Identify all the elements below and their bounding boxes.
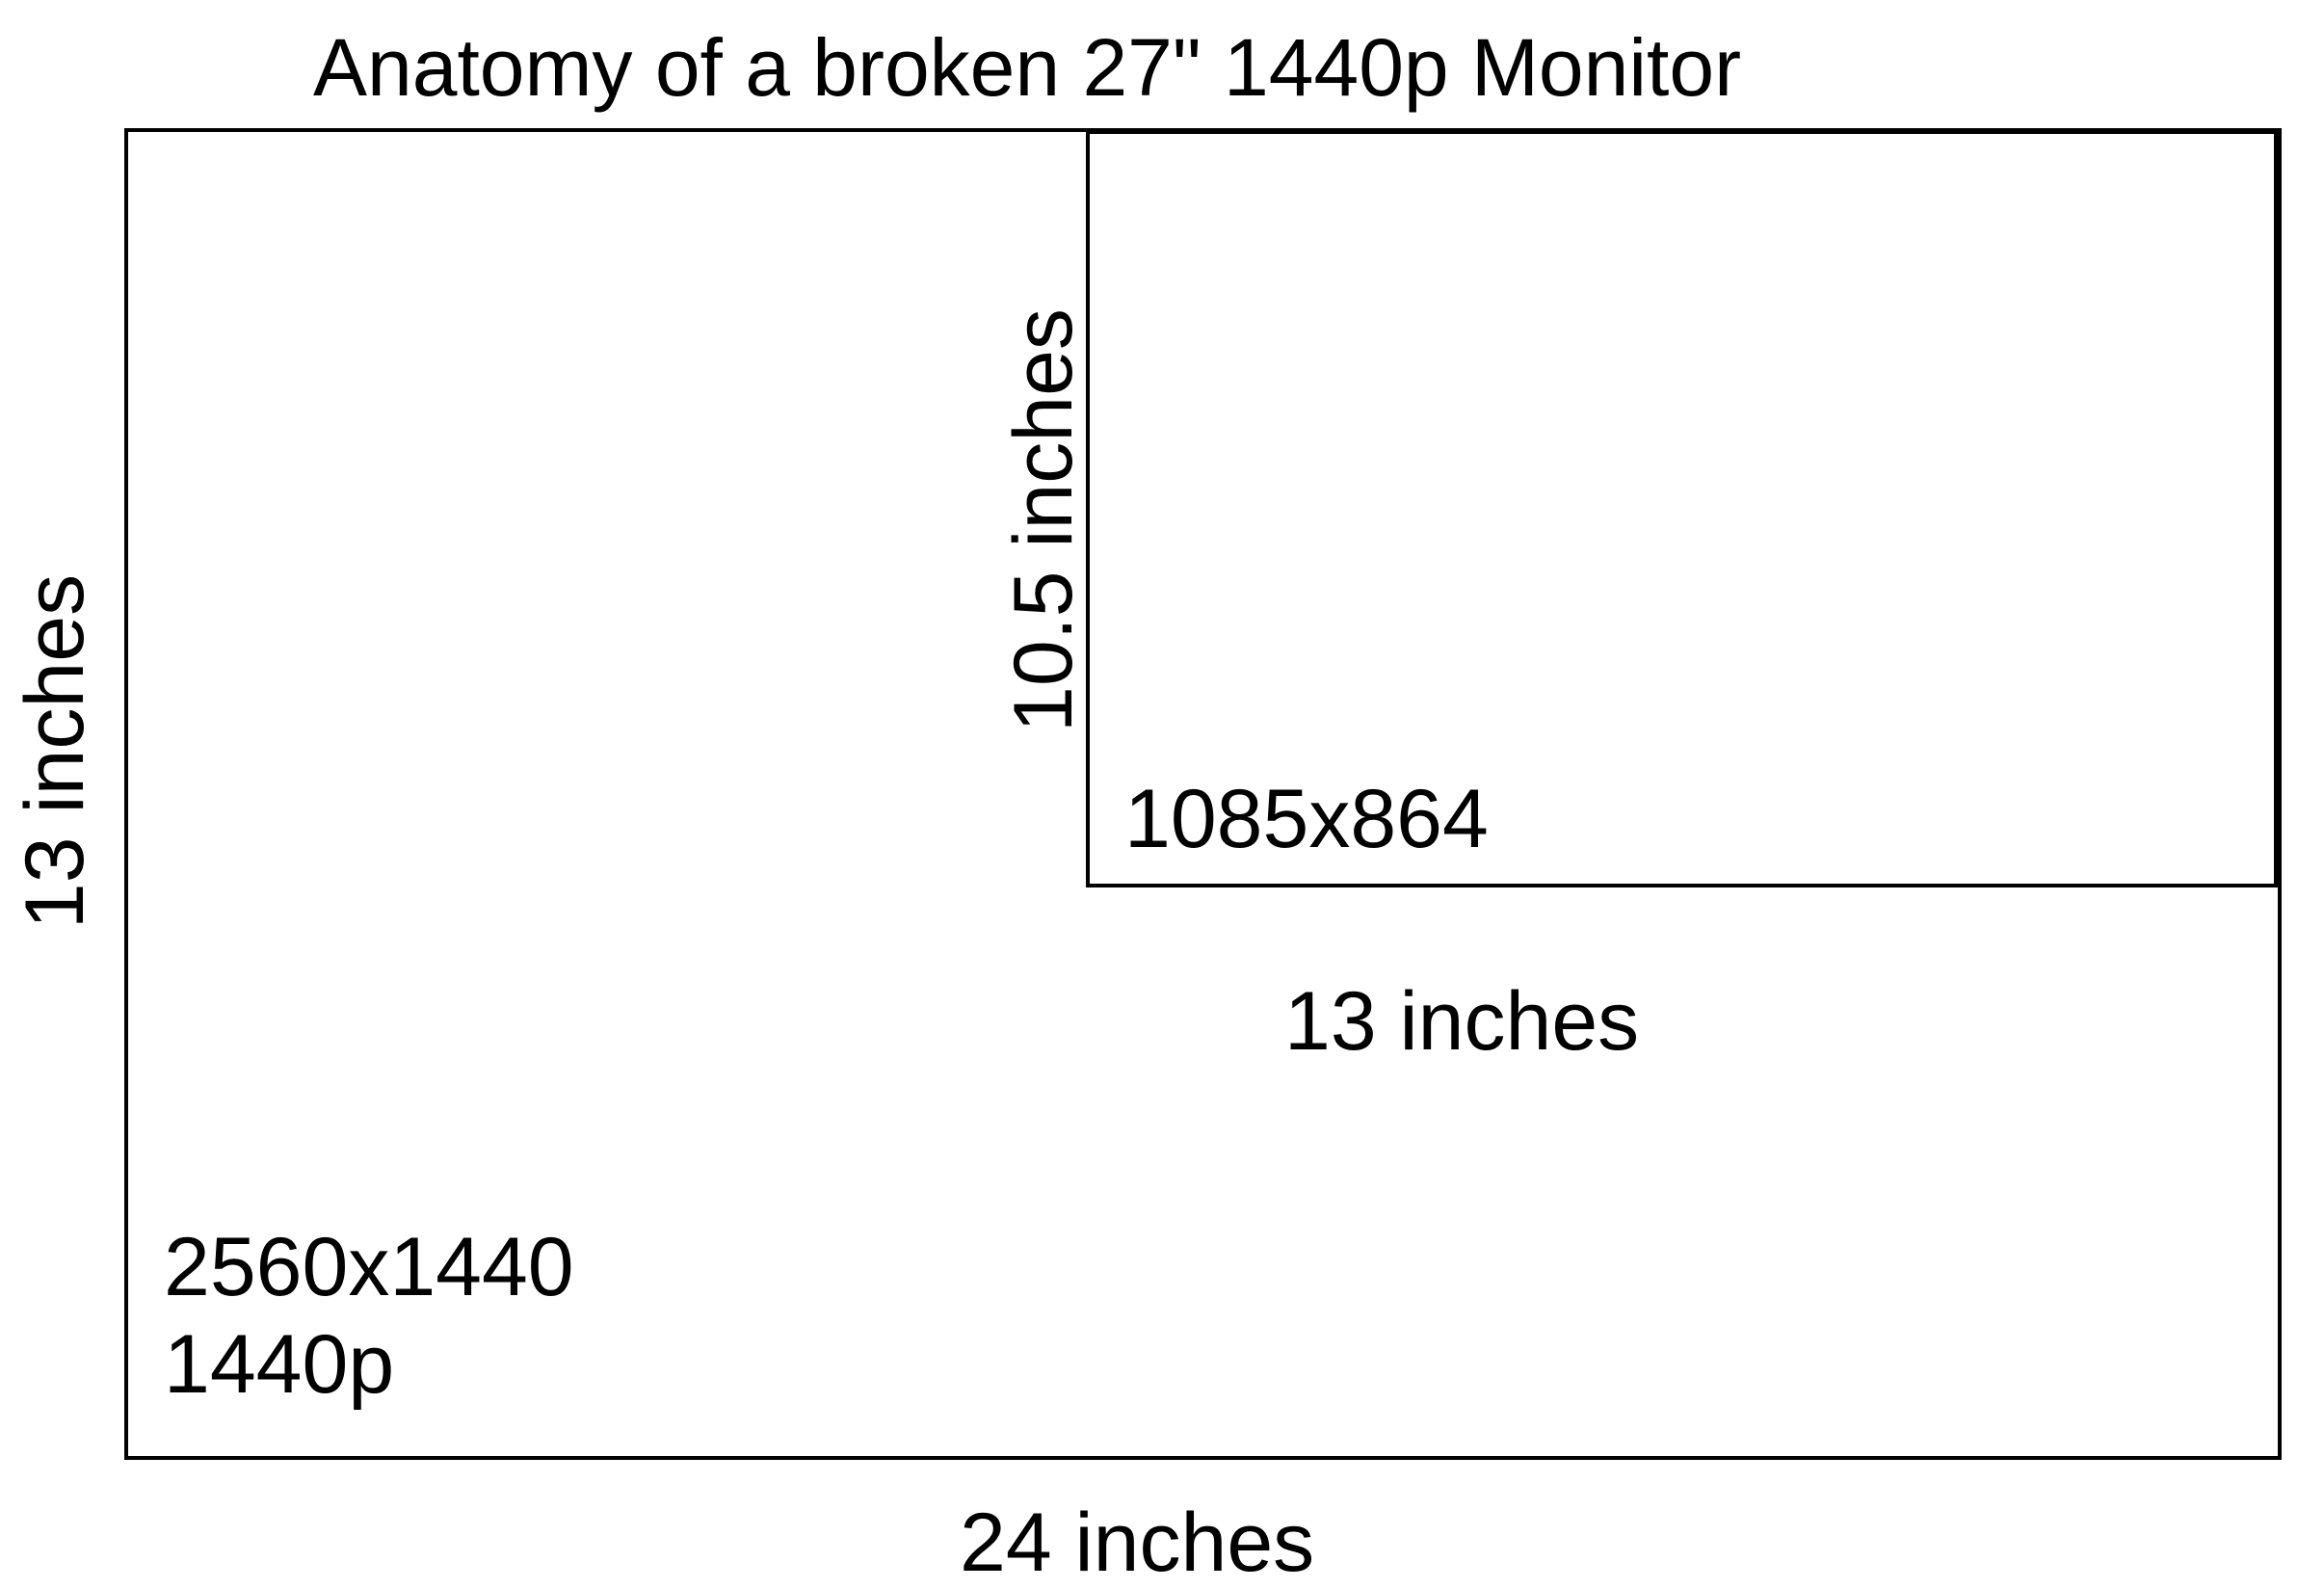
diagram-title: Anatomy of a broken 27" 1440p Monitor — [313, 22, 1742, 113]
working-area-height-label: 10.5 inches — [997, 308, 1090, 732]
working-area-resolution-label: 1085x864 — [1124, 773, 1489, 865]
outer-height-label: 13 inches — [9, 573, 101, 930]
outer-resolution-name: 1440p — [164, 1317, 395, 1411]
outer-resolution-value: 2560x1440 — [164, 1221, 574, 1313]
outer-width-label: 24 inches — [960, 1496, 1315, 1589]
working-area-rect — [1086, 130, 2278, 887]
working-area-width-label: 13 inches — [1284, 975, 1640, 1068]
outer-resolution-label: 2560x1440 1440p — [164, 1219, 574, 1413]
